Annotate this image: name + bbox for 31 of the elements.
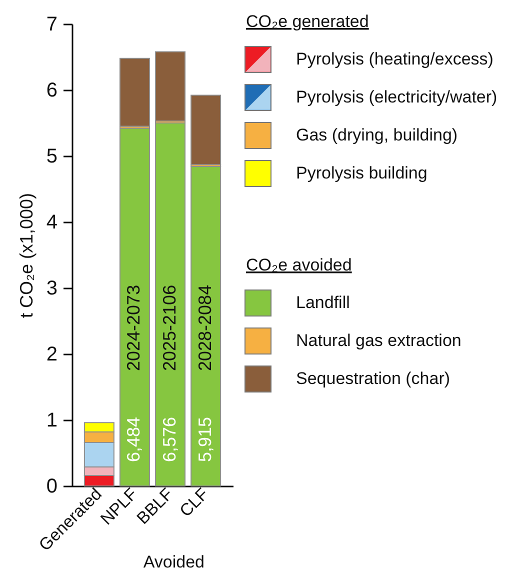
annotation: 2024-2073 [124, 284, 144, 371]
legend-label: Sequestration (char) [296, 369, 450, 388]
x-tick-label: CLF [176, 484, 212, 521]
legend-label: Landfill [296, 293, 350, 312]
x-axis-title: Avoided [143, 552, 204, 569]
y-tick-label: 2 [46, 344, 58, 366]
legend-label: Gas (drying, building) [296, 126, 458, 144]
legend-label: Pyrolysis (electricity/water) [296, 88, 498, 106]
total-label: 5,915 [194, 416, 215, 462]
bar [190, 94, 222, 166]
y-axis-title: t CO₂e (x1,000) [16, 192, 36, 318]
y-tick-label: 7 [46, 14, 58, 36]
y-tick-label: 3 [46, 278, 58, 300]
total-label: 6,484 [124, 416, 144, 462]
y-tick-label: 1 [46, 410, 58, 432]
legend-label: Pyrolysis building [296, 164, 428, 182]
bar [190, 166, 222, 486]
legend-label: Natural gas extraction [296, 331, 462, 350]
total-label: 6,576 [159, 416, 180, 462]
legend-label: Pyrolysis (heating/excess) [296, 50, 494, 68]
bar [155, 122, 186, 486]
text: CO₂e avoided [246, 256, 352, 274]
bar [119, 58, 150, 127]
y-tick-label: 5 [46, 146, 58, 168]
annotation: 2025-2106 [159, 284, 180, 371]
bar [119, 128, 150, 486]
bar [155, 51, 186, 122]
text: CO₂e generated [246, 12, 369, 31]
annotation: 2028-2084 [194, 284, 215, 371]
y-tick-label: 4 [46, 212, 58, 234]
y-tick-label: 6 [46, 80, 58, 102]
